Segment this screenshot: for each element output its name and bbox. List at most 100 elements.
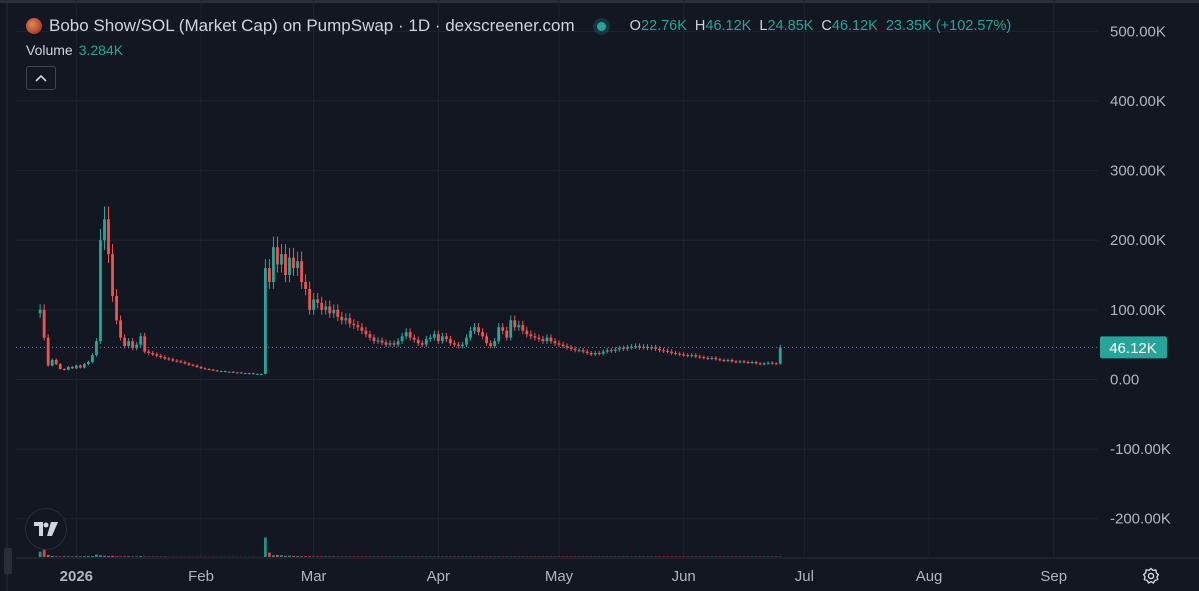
candle-body (573, 348, 577, 351)
candle-body (613, 349, 617, 351)
candle-body (300, 261, 303, 282)
candle-body (328, 306, 332, 314)
bobo-token-logo-icon (26, 18, 42, 34)
candle-body (762, 363, 766, 365)
candle-body (658, 348, 661, 351)
volume-bar (131, 556, 135, 557)
chevron-up-icon (35, 74, 47, 82)
volume-bar (280, 555, 283, 557)
candle-body (678, 353, 682, 355)
candle-body (617, 348, 621, 350)
candle-body (593, 352, 597, 355)
candle-body (601, 351, 605, 354)
candle-body (292, 257, 295, 269)
candle-body (356, 325, 360, 328)
candle-body (312, 299, 316, 310)
candle-body (654, 347, 657, 349)
ohlc-values: O22.76K H46.12K L24.85K C46.12K 23.35K (… (630, 18, 1012, 34)
candle-body (420, 343, 424, 345)
candle-body (155, 354, 159, 356)
candle-body (646, 346, 649, 349)
candle-body (159, 355, 163, 358)
chart-legend: Bobo Show/SOL (Market Cap) on PumpSwap ·… (26, 15, 1011, 37)
candle-body (147, 351, 151, 353)
candle-body (171, 359, 175, 361)
candle-body (416, 339, 420, 344)
candle-body (263, 268, 267, 374)
candle-body (505, 330, 509, 338)
candle-body (766, 362, 770, 364)
candle-body (469, 330, 472, 338)
live-status-icon (596, 21, 606, 31)
candle-body (477, 327, 480, 333)
candle-body (666, 350, 670, 352)
volume-bar (292, 555, 295, 557)
candle-body (758, 363, 762, 365)
candle-body (276, 247, 279, 265)
volume-bar (66, 556, 70, 557)
candle-body (585, 351, 589, 353)
candle-body (702, 357, 706, 359)
candle-body (243, 373, 247, 375)
volume-bar (276, 554, 279, 557)
tradingview-logo-icon[interactable] (25, 508, 67, 550)
y-tick-label: 300.00K (1110, 163, 1166, 180)
y-tick-label: 200.00K (1110, 232, 1166, 249)
candle-body (296, 261, 299, 269)
volume-bar (78, 556, 82, 557)
candle-body (734, 361, 738, 363)
candle-body (509, 320, 513, 338)
volume-bar (316, 556, 320, 557)
candle-body (42, 309, 46, 338)
candle-body (424, 339, 428, 345)
volume-legend: Volume 3.284K (26, 42, 123, 58)
volume-bar (115, 556, 118, 557)
candle-body (561, 344, 565, 347)
volume-bar (99, 555, 102, 557)
candle-body (82, 364, 86, 368)
candle-body (517, 325, 521, 328)
candle-body (686, 355, 690, 357)
candle-body (86, 362, 90, 365)
candle-body (316, 299, 320, 303)
volume-bar (267, 552, 271, 557)
settings-button[interactable] (1140, 565, 1162, 587)
price-change: 23.35K (+102.57%) (885, 18, 1012, 34)
candle-body (714, 357, 718, 360)
candle-body (372, 337, 376, 342)
candle-body (143, 336, 147, 352)
candle-body (742, 361, 746, 363)
candle-body (231, 371, 235, 373)
candle-body (545, 337, 549, 342)
candle-body (380, 340, 384, 343)
candle-body (74, 365, 78, 369)
volume-value: 3.284K (78, 42, 124, 58)
candle-body (392, 343, 396, 345)
candle-body (288, 257, 291, 276)
candle-body (634, 346, 637, 348)
candle-body (408, 332, 412, 338)
candle-body (111, 254, 114, 296)
candle-body (529, 334, 533, 337)
candle-body (54, 359, 58, 365)
chart-title: Bobo Show/SOL (Market Cap) on PumpSwap ·… (49, 16, 575, 35)
volume-bar (135, 556, 139, 557)
collapse-legend-button[interactable] (26, 66, 56, 90)
volume-bar (324, 556, 328, 557)
candle-body (191, 364, 195, 366)
candle-body (694, 355, 698, 357)
candle-body (730, 359, 734, 362)
candle-body (46, 337, 50, 366)
top-border (0, 0, 1199, 3)
candle-body (770, 362, 774, 364)
candle-body (332, 309, 336, 314)
candle-body (280, 254, 283, 265)
y-tick-label: 500.00K (1110, 23, 1166, 40)
candle-body (227, 371, 231, 373)
candle-body (541, 339, 545, 342)
candle-body (340, 316, 344, 321)
candle-body (91, 355, 94, 363)
candle-body (223, 371, 227, 373)
